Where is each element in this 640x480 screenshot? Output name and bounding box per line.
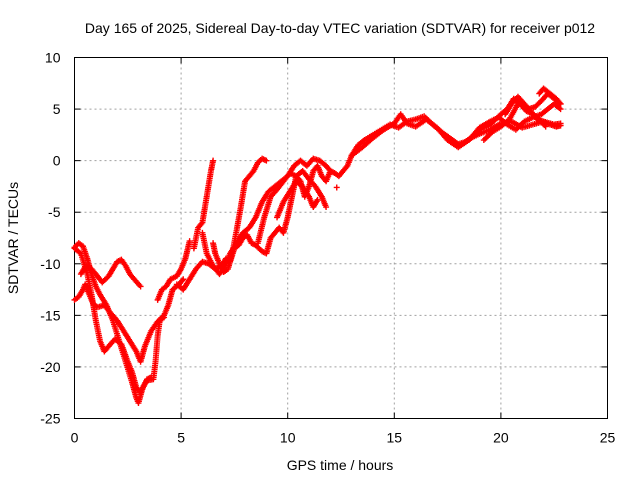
x-tick-label: 15 <box>387 430 403 446</box>
data-point <box>556 105 563 112</box>
x-tick-label: 25 <box>600 430 616 446</box>
x-tick-labels: 0 5 10 15 20 25 <box>71 430 616 446</box>
x-axis-label: GPS time / hours <box>287 457 394 473</box>
data-point <box>219 267 226 274</box>
data-point <box>179 277 186 284</box>
tick-marks <box>74 57 608 419</box>
data-point <box>327 167 334 174</box>
data-points <box>71 85 564 407</box>
y-tick-label: 10 <box>45 50 61 66</box>
y-tick-label: -20 <box>40 359 60 375</box>
x-tick-label: 5 <box>177 430 185 446</box>
data-point <box>557 106 564 113</box>
data-point <box>557 100 564 107</box>
data-point <box>333 184 340 191</box>
y-tick-label: -25 <box>40 411 60 427</box>
data-point <box>186 238 193 245</box>
y-tick-labels: -25 -20 -15 -10 -5 0 5 10 <box>40 50 60 427</box>
data-point <box>180 276 187 283</box>
x-tick-label: 20 <box>493 430 509 446</box>
y-tick-label: -5 <box>48 204 61 220</box>
data-point <box>210 157 217 164</box>
plot-frame <box>74 57 608 419</box>
x-tick-label: 10 <box>280 430 296 446</box>
data-point <box>198 220 205 227</box>
data-point <box>326 166 333 173</box>
y-tick-label: -10 <box>40 256 60 272</box>
y-axis-label: SDTVAR / TECUs <box>5 182 21 294</box>
chart-title: Day 165 of 2025, Sidereal Day-to-day VTE… <box>85 20 595 36</box>
y-tick-label: 5 <box>53 101 61 117</box>
data-point <box>343 164 350 171</box>
data-point <box>323 204 330 211</box>
data-point <box>137 283 144 290</box>
data-point <box>557 122 564 129</box>
data-point <box>263 157 270 164</box>
y-tick-label: -15 <box>40 307 60 323</box>
x-tick-label: 0 <box>71 430 79 446</box>
data-point <box>314 196 321 203</box>
y-tick-label: 0 <box>53 153 61 169</box>
data-point <box>556 99 563 106</box>
data-point <box>148 374 155 381</box>
